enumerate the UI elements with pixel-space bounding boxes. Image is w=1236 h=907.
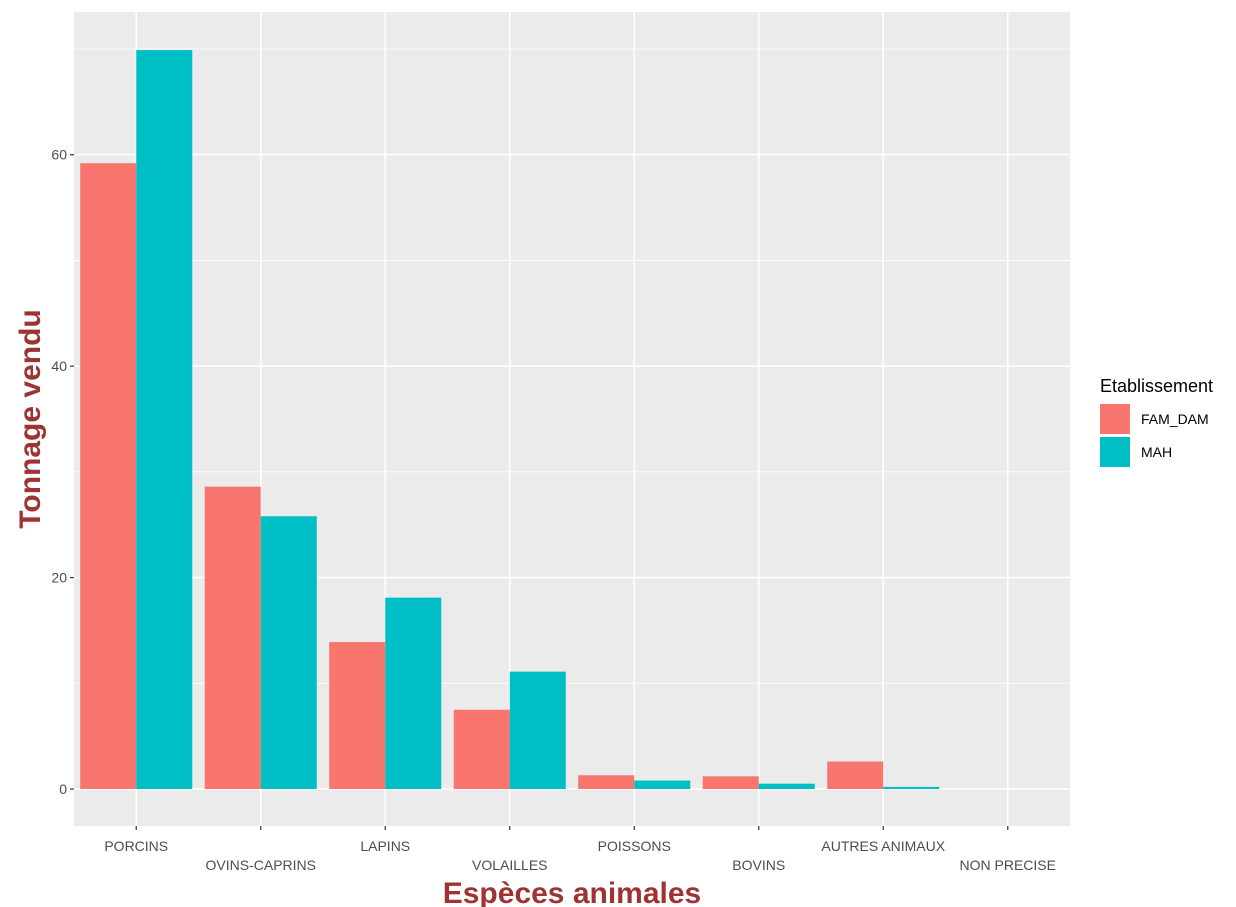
bar-mah-6 xyxy=(883,786,940,789)
bar-mah-4 xyxy=(634,780,691,789)
bar-fam-dam-2 xyxy=(329,642,386,789)
legend-title: Etablissement xyxy=(1100,376,1213,396)
x-tick-label: VOLAILLES xyxy=(472,857,548,873)
x-tick-label: OVINS-CAPRINS xyxy=(206,857,316,873)
y-tick-label: 40 xyxy=(51,358,67,374)
bar-fam-dam-5 xyxy=(702,776,759,789)
x-tick-label: BOVINS xyxy=(732,857,785,873)
x-tick-label: AUTRES ANIMAUX xyxy=(821,838,945,854)
bar-fam-dam-4 xyxy=(578,775,635,789)
legend-key-mah xyxy=(1100,437,1130,467)
bar-fam-dam-3 xyxy=(453,709,510,789)
x-tick-label: PORCINS xyxy=(104,838,168,854)
bar-mah-1 xyxy=(260,516,317,789)
legend: Etablissement FAM_DAM MAH xyxy=(1100,376,1213,467)
bars xyxy=(80,50,940,790)
bar-mah-5 xyxy=(758,783,815,789)
bar-mah-2 xyxy=(385,597,442,789)
x-tick-label: NON PRECISE xyxy=(960,857,1056,873)
x-tick-label: POISSONS xyxy=(598,838,671,854)
y-tick-label: 20 xyxy=(51,570,67,586)
y-axis: 0 20 40 60 xyxy=(51,147,74,797)
legend-key-fam-dam xyxy=(1100,404,1130,434)
bar-mah-0 xyxy=(136,50,193,790)
legend-label: MAH xyxy=(1141,444,1172,460)
legend-label: FAM_DAM xyxy=(1141,411,1209,427)
x-tick-label: LAPINS xyxy=(360,838,410,854)
x-axis: PORCINS OVINS-CAPRINS LAPINS VOLAILLES POISS… xyxy=(104,826,1056,873)
bar-fam-dam-0 xyxy=(80,163,137,789)
x-axis-title: Espèces animales xyxy=(443,877,702,907)
bar-fam-dam-1 xyxy=(204,486,261,789)
bar-mah-3 xyxy=(509,671,566,789)
bar-fam-dam-6 xyxy=(827,761,884,789)
y-axis-title: Tonnage vendu xyxy=(14,309,47,528)
y-tick-label: 0 xyxy=(59,781,67,797)
y-tick-label: 60 xyxy=(51,147,67,163)
